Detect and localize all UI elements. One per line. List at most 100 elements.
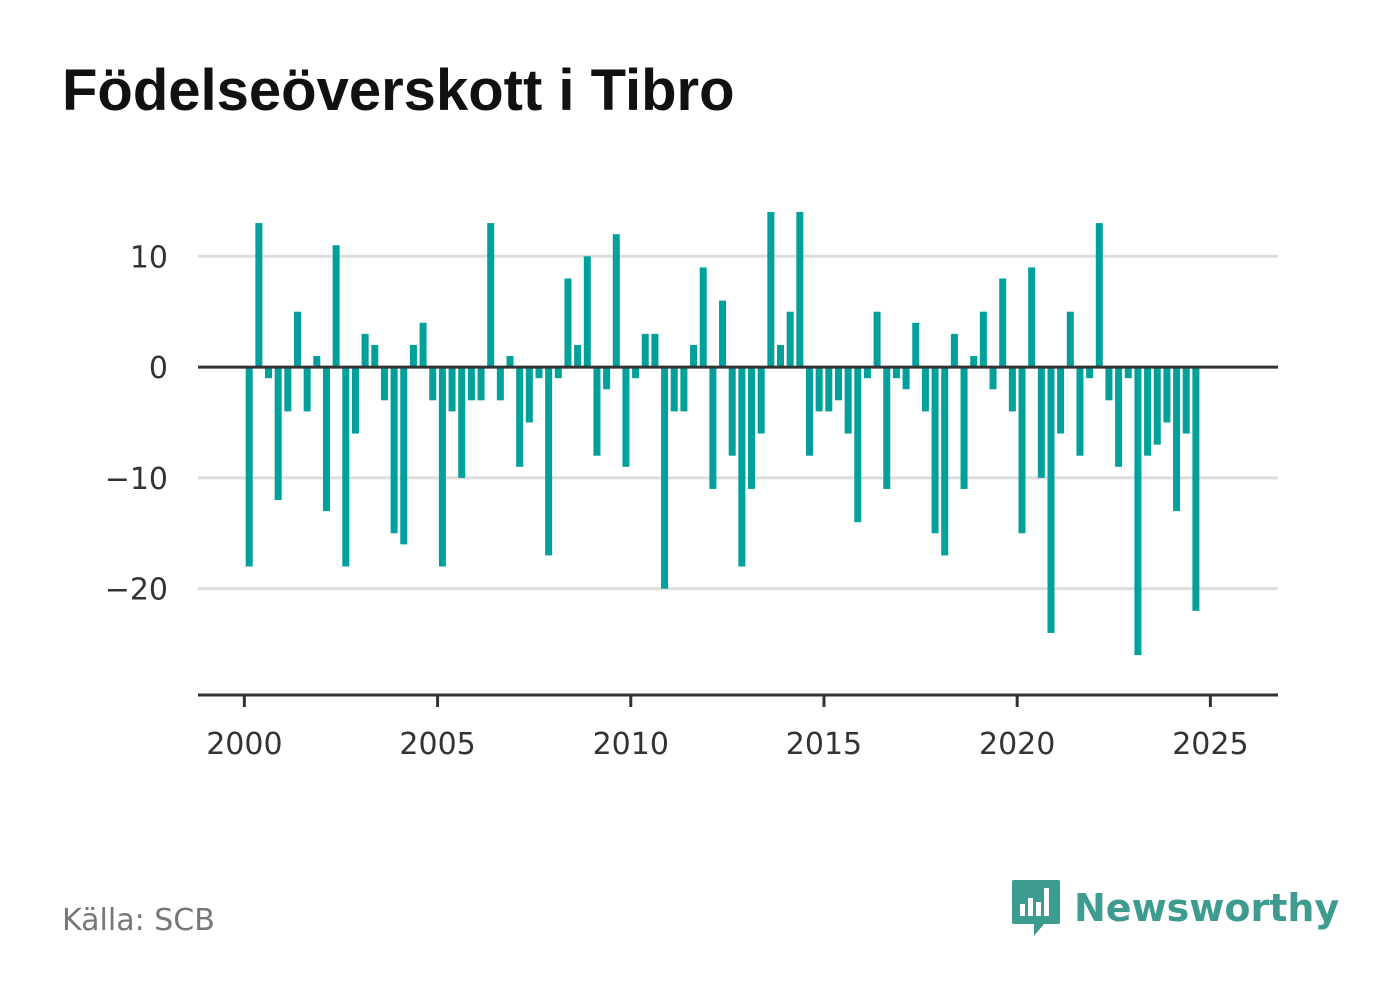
bar bbox=[525, 367, 533, 423]
bar bbox=[496, 367, 504, 401]
bar bbox=[1086, 367, 1094, 379]
bar bbox=[313, 356, 321, 368]
bar bbox=[863, 367, 871, 379]
bar bbox=[632, 367, 640, 379]
bar bbox=[1047, 367, 1055, 633]
bar bbox=[719, 300, 727, 368]
bar bbox=[332, 245, 340, 368]
bar bbox=[438, 367, 446, 567]
bar bbox=[274, 367, 282, 501]
bar bbox=[805, 367, 813, 456]
bar bbox=[1037, 367, 1045, 478]
bar bbox=[458, 367, 466, 478]
bar bbox=[622, 367, 630, 467]
bar bbox=[970, 356, 978, 368]
bar bbox=[1066, 311, 1074, 368]
bar bbox=[854, 367, 862, 523]
bar bbox=[1115, 367, 1123, 467]
bar bbox=[1124, 367, 1132, 379]
bar bbox=[448, 367, 456, 412]
bar bbox=[738, 367, 746, 567]
source-note: Källa: SCB bbox=[62, 903, 215, 938]
bar-chart-speech-bubble-icon bbox=[1012, 880, 1060, 936]
bar bbox=[699, 267, 707, 368]
bar bbox=[265, 367, 273, 379]
y-tick-label: −10 bbox=[105, 462, 168, 497]
x-tick-label: 2020 bbox=[979, 727, 1055, 762]
bar bbox=[641, 333, 649, 368]
brand-name: Newsworthy bbox=[1074, 886, 1340, 930]
bar bbox=[777, 344, 784, 368]
y-tick-label: −20 bbox=[105, 573, 168, 608]
y-tick-label: 10 bbox=[130, 240, 168, 275]
x-tick-label: 2025 bbox=[1172, 727, 1248, 762]
bar bbox=[1144, 367, 1152, 456]
bar bbox=[941, 367, 949, 556]
y-tick-label: 0 bbox=[149, 351, 168, 386]
bar bbox=[979, 311, 987, 368]
bar bbox=[390, 367, 398, 534]
bar bbox=[1008, 367, 1016, 412]
bar bbox=[989, 367, 997, 390]
bar bbox=[429, 367, 437, 401]
bar bbox=[1095, 223, 1103, 368]
bar bbox=[255, 223, 263, 368]
bar bbox=[834, 367, 842, 401]
x-tick-label: 2010 bbox=[593, 727, 669, 762]
bar bbox=[342, 367, 350, 567]
bar bbox=[516, 367, 524, 467]
bar bbox=[294, 311, 301, 368]
bar bbox=[603, 367, 611, 390]
bar bbox=[612, 234, 620, 368]
bar bbox=[815, 367, 823, 412]
brand-logo[interactable]: Newsworthy bbox=[1010, 878, 1339, 938]
bar bbox=[728, 367, 736, 456]
bar bbox=[409, 344, 417, 368]
bar bbox=[1018, 367, 1026, 534]
bar bbox=[825, 367, 833, 412]
bar bbox=[757, 367, 765, 434]
bar bbox=[245, 367, 253, 567]
bar bbox=[1192, 367, 1200, 611]
x-tick-label: 2005 bbox=[399, 727, 475, 762]
bar bbox=[912, 322, 920, 368]
x-tick-label: 2000 bbox=[206, 727, 282, 762]
bar bbox=[1057, 367, 1065, 434]
bar bbox=[873, 311, 881, 368]
bar bbox=[380, 367, 388, 401]
bar bbox=[1173, 367, 1181, 512]
bar bbox=[651, 333, 659, 368]
bar bbox=[545, 367, 553, 556]
bar bbox=[786, 311, 794, 368]
bar bbox=[574, 344, 582, 368]
bar bbox=[361, 333, 369, 368]
bar bbox=[883, 367, 891, 489]
bar bbox=[400, 367, 408, 545]
bar bbox=[931, 367, 939, 534]
bar bbox=[554, 367, 562, 379]
bar bbox=[709, 367, 717, 489]
bar bbox=[921, 367, 929, 412]
bar bbox=[564, 278, 572, 368]
bar bbox=[1134, 367, 1142, 656]
bar bbox=[535, 367, 543, 379]
bar bbox=[467, 367, 475, 401]
bar bbox=[690, 344, 698, 368]
bar bbox=[680, 367, 688, 412]
bar bbox=[419, 322, 427, 368]
bar bbox=[960, 367, 968, 489]
bar bbox=[1028, 267, 1036, 368]
bar bbox=[1105, 367, 1113, 401]
bar bbox=[902, 367, 910, 390]
bar bbox=[1182, 367, 1190, 434]
bar bbox=[593, 367, 601, 456]
bar bbox=[506, 356, 514, 368]
bar bbox=[796, 212, 804, 368]
bar bbox=[748, 367, 756, 489]
bar bbox=[322, 367, 330, 512]
bar bbox=[670, 367, 678, 412]
bar bbox=[844, 367, 852, 434]
bar bbox=[487, 223, 495, 368]
bar bbox=[767, 212, 775, 368]
